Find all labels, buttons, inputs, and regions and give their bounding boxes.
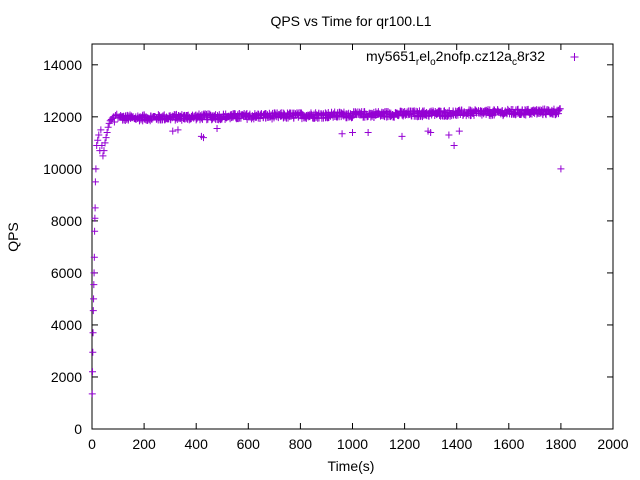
data-point	[94, 136, 102, 144]
x-tick-label: 1000	[337, 436, 368, 452]
outlier-point	[338, 130, 346, 138]
legend-label-part: el	[419, 48, 430, 64]
data-point	[91, 204, 99, 212]
legend-label-part: 8r32	[517, 48, 545, 64]
x-tick-label: 1200	[389, 436, 420, 452]
legend-marker	[570, 53, 579, 61]
chart-title: QPS vs Time for qr100.L1	[270, 13, 431, 29]
x-axis-label: Time(s)	[328, 458, 375, 474]
data-point	[89, 368, 97, 376]
data-point	[90, 253, 98, 261]
y-tick-label: 0	[74, 421, 82, 437]
plot-border	[91, 43, 614, 430]
data-point	[110, 118, 118, 126]
legend-marker-plus	[570, 53, 579, 61]
outlier-point	[398, 132, 406, 140]
x-tick-label: 600	[237, 436, 261, 452]
y-tick-label: 4000	[51, 317, 82, 333]
data-point	[102, 134, 110, 142]
y-axis-label: QPS	[5, 222, 21, 252]
y-axis: 0 2000 4000 6000 8000 10000 12000 14000	[43, 57, 613, 437]
data-point	[556, 105, 564, 113]
outlier-point	[427, 128, 435, 136]
data-point	[103, 128, 111, 136]
legend-label-part: 2nofp.cz12a	[436, 48, 512, 64]
data-point	[89, 329, 97, 337]
x-tick-label: 2000	[597, 436, 628, 452]
data-point	[524, 105, 532, 113]
data-point	[89, 348, 97, 356]
x-tick-label: 1400	[441, 436, 472, 452]
data-point	[90, 281, 98, 289]
data-point	[368, 112, 376, 120]
data-point	[89, 307, 97, 315]
data-point	[97, 126, 105, 134]
x-tick-label: 200	[132, 436, 156, 452]
y-tick-label: 2000	[51, 369, 82, 385]
data-point	[100, 147, 108, 155]
legend-label-subscript: c	[512, 57, 517, 68]
outlier-point	[349, 128, 356, 136]
data-point	[91, 214, 99, 222]
outlier-point	[169, 127, 177, 135]
x-axis: 0 200 400 600 800 1000 1200 1400 1600 1800 2000	[88, 44, 629, 452]
outlier-point	[199, 134, 207, 142]
data-point	[448, 110, 456, 118]
legend-label-part: my5651	[366, 48, 416, 64]
outlier-point	[445, 131, 453, 139]
data-point	[536, 106, 544, 114]
data-point	[504, 107, 512, 115]
y-tick-label: 8000	[51, 213, 82, 229]
outlier-point	[174, 126, 182, 134]
data-point	[90, 269, 98, 277]
x-tick-label: 1600	[493, 436, 524, 452]
data-point	[104, 123, 112, 131]
legend-label-subscript: o	[430, 57, 436, 68]
y-tick-label: 10000	[43, 161, 82, 177]
data-point	[91, 227, 99, 235]
data-point	[159, 112, 167, 120]
data-point	[95, 131, 103, 139]
legend: my5651relo2nofp.cz12ac8r32	[366, 48, 579, 68]
legend-label-subscript: r	[416, 57, 420, 68]
data-point	[91, 178, 99, 186]
data-point	[88, 390, 96, 398]
data-point	[290, 114, 298, 122]
x-tick-label: 800	[289, 436, 313, 452]
x-tick-label: 0	[88, 436, 96, 452]
y-tick-label: 14000	[43, 57, 82, 73]
outlier-point	[364, 128, 372, 136]
outlier-point	[213, 125, 221, 133]
data-point	[92, 165, 100, 173]
outlier-point	[557, 165, 565, 173]
outlier-point	[450, 141, 458, 149]
legend-label: my5651relo2nofp.cz12ac8r32	[366, 48, 545, 68]
data-point	[90, 295, 98, 303]
data-point	[101, 139, 109, 147]
y-tick-label: 6000	[51, 265, 82, 281]
series-points	[88, 105, 565, 398]
x-tick-label: 400	[185, 436, 209, 452]
outlier-point	[455, 127, 463, 135]
y-tick-label: 12000	[43, 109, 82, 125]
plot-frame	[91, 43, 614, 430]
data-point	[99, 152, 107, 160]
x-tick-label: 1800	[545, 436, 576, 452]
